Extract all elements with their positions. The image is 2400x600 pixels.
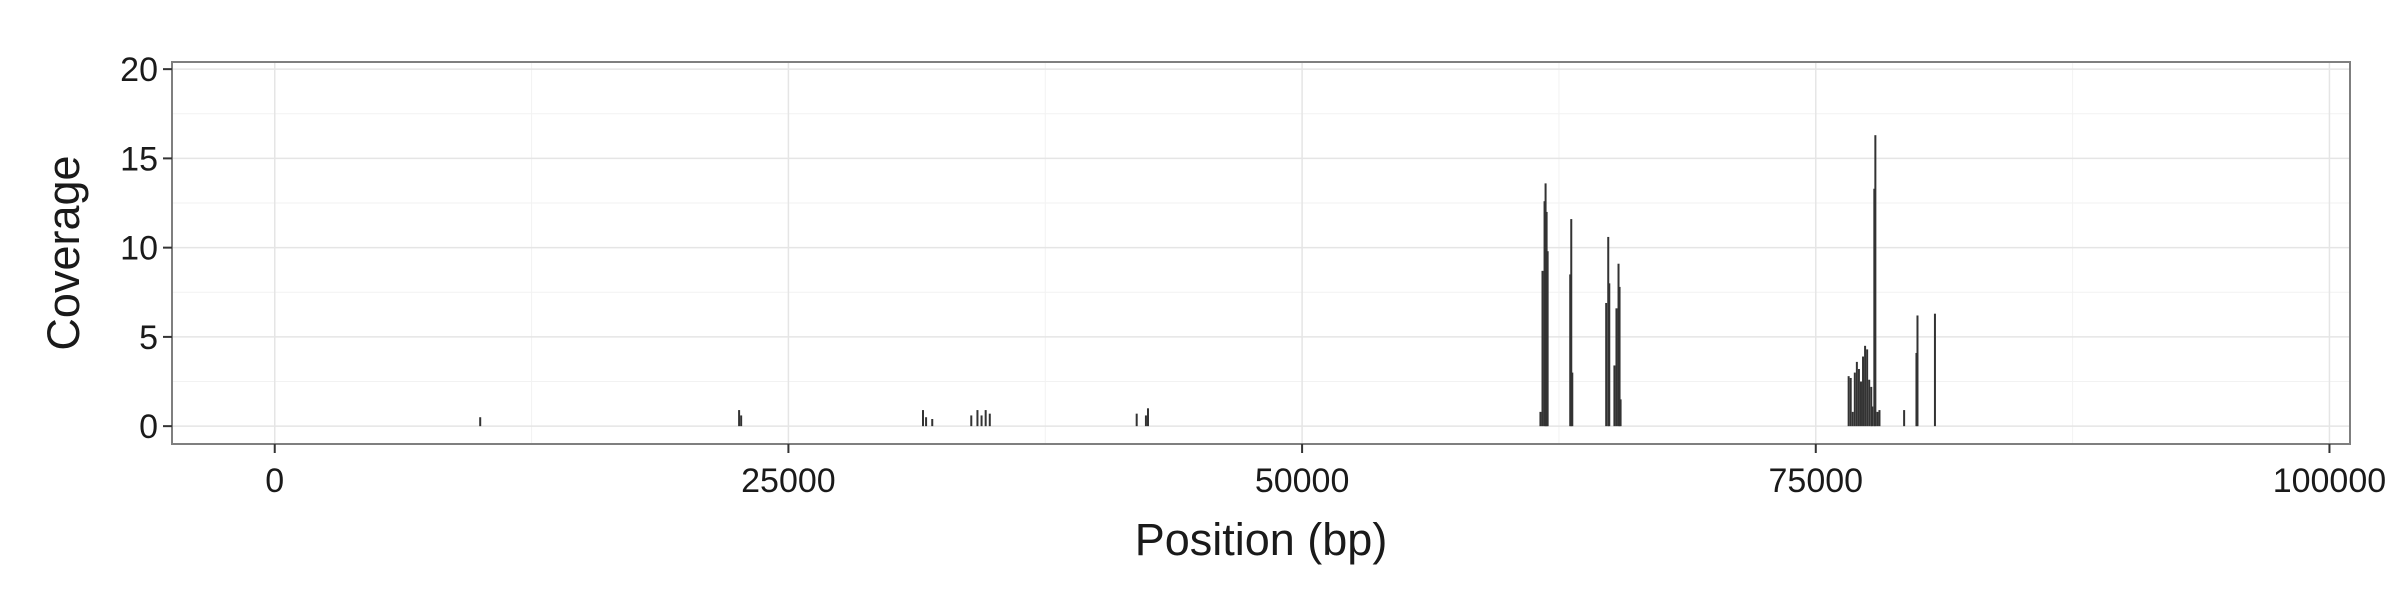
coverage-bar (1539, 411, 1542, 427)
y-tick-label: 20 (120, 51, 158, 89)
plot-panel (172, 62, 2350, 444)
coverage-bar (980, 415, 983, 427)
coverage-bar (1868, 379, 1871, 427)
coverage-bar (1878, 410, 1881, 427)
major-gridlines (172, 62, 2350, 444)
coverage-bar (738, 410, 741, 427)
coverage-bar (1615, 308, 1618, 427)
y-axis-label: Coverage (38, 155, 89, 350)
coverage-bar (1605, 302, 1608, 427)
x-tick-label: 0 (265, 462, 284, 500)
coverage-bar (1862, 356, 1865, 427)
coverage-bar (931, 419, 934, 427)
coverage-bar (1847, 376, 1850, 427)
coverage-bar (1543, 201, 1546, 427)
coverage-bar (1135, 413, 1138, 427)
coverage-bar (1859, 381, 1862, 427)
coverage-bar (1617, 263, 1620, 427)
coverage-bar (1618, 286, 1621, 427)
coverage-bar (970, 415, 973, 427)
coverage-bar (1933, 313, 1936, 427)
coverage-bar (1864, 345, 1867, 427)
coverage-bar (1607, 236, 1610, 427)
coverage-bar (925, 417, 928, 427)
coverage-bar (1857, 369, 1860, 427)
coverage-bar (1608, 283, 1611, 427)
coverage-bar (479, 417, 482, 427)
coverage-bar (740, 415, 743, 427)
x-tick-label: 100000 (2273, 462, 2386, 500)
y-tick-label: 10 (120, 230, 158, 268)
coverage-bar (1903, 410, 1906, 427)
coverage-bar (1851, 411, 1854, 427)
x-axis-ticks: 0 25000 50000 75000 100000 (265, 444, 2386, 500)
coverage-bar (1866, 349, 1869, 427)
coverage-bar (1571, 372, 1574, 427)
y-axis-ticks: 0 5 10 15 20 (120, 51, 172, 446)
minor-gridlines (172, 62, 2350, 444)
coverage-bar (1619, 399, 1622, 427)
x-tick-label: 75000 (1769, 462, 1864, 500)
coverage-bar (1849, 377, 1852, 427)
x-tick-label: 50000 (1255, 462, 1350, 500)
coverage-bars (479, 135, 1936, 427)
coverage-bar (1613, 365, 1616, 427)
coverage-bar (1541, 270, 1544, 427)
coverage-bar (1870, 386, 1873, 427)
x-axis-label: Position (bp) (1135, 514, 1388, 565)
coverage-bar (1146, 408, 1149, 427)
coverage-bar (1915, 352, 1918, 427)
coverage-bar (1546, 251, 1549, 427)
coverage-bar (921, 410, 924, 427)
coverage-bar (1874, 135, 1877, 427)
plot-border (171, 61, 2351, 445)
coverage-bar (1144, 415, 1147, 427)
coverage-bar (1853, 372, 1856, 427)
coverage-bar (1876, 411, 1879, 427)
y-tick-label: 0 (139, 408, 158, 446)
coverage-bar (1855, 361, 1858, 427)
coverage-bar (1916, 315, 1919, 427)
coverage-bar (976, 410, 979, 427)
coverage-bar (1545, 211, 1548, 427)
y-tick-label: 5 (139, 319, 158, 357)
y-tick-label: 15 (120, 140, 158, 178)
coverage-bar (1570, 219, 1573, 427)
coverage-bar (1871, 406, 1874, 427)
coverage-bar (988, 413, 991, 427)
coverage-bar (1569, 274, 1572, 427)
coverage-bar (984, 410, 987, 427)
coverage-bar (1544, 183, 1547, 427)
coverage-bar (1873, 188, 1876, 427)
x-tick-label: 25000 (741, 462, 836, 500)
